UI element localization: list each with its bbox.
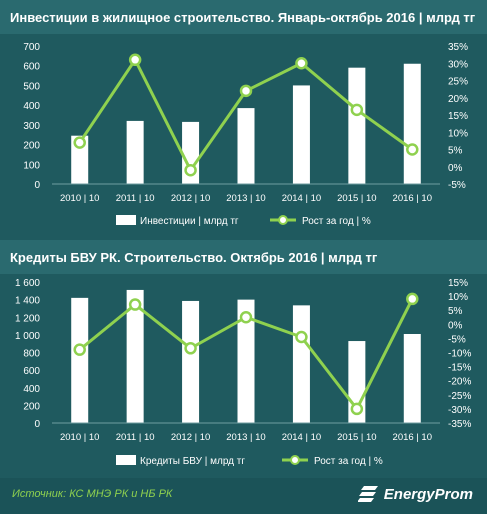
x-tick-label: 2010 | 10 — [60, 193, 99, 204]
y-right-tick-label: 30% — [448, 59, 468, 70]
x-tick-label: 2010 | 10 — [60, 432, 99, 443]
x-tick-label: 2013 | 10 — [226, 193, 265, 204]
y-left-tick-label: 0 — [34, 180, 40, 191]
growth-point — [295, 57, 308, 70]
growth-point — [73, 136, 86, 149]
y-right-tick-label: 10% — [448, 128, 468, 139]
y-left-tick-label: 700 — [23, 42, 40, 53]
legend-line-label: Рост за год | % — [314, 456, 383, 467]
bar — [126, 120, 144, 184]
y-right-tick-label: -15% — [448, 363, 471, 374]
growth-point — [73, 343, 86, 356]
y-right-tick-label: 35% — [448, 42, 468, 53]
legend-bar-swatch — [116, 215, 136, 225]
y-right-tick-label: -5% — [448, 334, 466, 345]
y-left-tick-label: 1 400 — [15, 296, 40, 307]
bar — [348, 67, 366, 184]
credit-chart-title: Кредиты БВУ РК. Строительство. Октябрь 2… — [0, 240, 487, 274]
x-tick-label: 2014 | 10 — [282, 432, 321, 443]
growth-point — [350, 103, 364, 117]
growth-point — [184, 342, 197, 355]
investment-chart: 0 100 200 300 400 500 600 700 -5% 0% 5% 10% 15% 20% 25… — [23, 42, 468, 227]
bar — [292, 85, 310, 184]
growth-point — [128, 298, 142, 311]
y-left-tick-label: 400 — [23, 384, 40, 395]
credit-chart-panel: Кредиты БВУ РК. Строительство. Октябрь 2… — [0, 240, 487, 478]
x-tick-label: 2011 | 10 — [116, 432, 155, 443]
y-left-tick-label: 600 — [23, 62, 40, 73]
y-left-tick-label: 1 200 — [15, 313, 40, 324]
y-right-tick-label: 20% — [448, 94, 468, 105]
y-left-tick-label: 400 — [23, 101, 40, 112]
y-right-tick-label: -30% — [448, 405, 471, 416]
x-tick-label: 2015 | 10 — [337, 432, 376, 443]
bar — [71, 135, 89, 184]
y-left-tick-label: 800 — [23, 349, 40, 360]
y-right-tick-label: 25% — [448, 77, 468, 88]
source-note: Источник: КС МНЭ РК и НБ РК — [12, 488, 173, 500]
x-tick-label: 2011 | 10 — [116, 193, 155, 204]
bar — [237, 299, 255, 423]
y-left-tick-label: 1 000 — [15, 331, 40, 342]
y-left-tick-label: 200 — [23, 141, 40, 152]
investment-chart-title: Инвестиции в жилищное строительство. Янв… — [0, 0, 487, 34]
y-right-tick-label: 5% — [448, 306, 463, 317]
brand-logo: EnergyProm — [357, 484, 473, 504]
growth-point — [295, 330, 308, 344]
legend-bar-label: Кредиты БВУ | млрд тг — [140, 456, 245, 467]
legend-line-marker — [290, 455, 300, 465]
energyprom-logo-icon — [357, 486, 378, 502]
growth-point — [350, 402, 364, 416]
x-tick-label: 2012 | 10 — [171, 193, 210, 204]
legend: Инвестиции | млрд тг Рост за год | % — [116, 215, 371, 227]
bar — [126, 289, 144, 423]
credit-chart: 0 200 400 600 800 1 000 1 200 1 400 1 600 -35% -30… — [15, 278, 471, 467]
growth-point — [128, 53, 142, 67]
y-left-tick-label: 100 — [23, 160, 40, 171]
growth-point — [184, 163, 197, 177]
y-right-tick-label: -5% — [448, 180, 466, 191]
legend: Кредиты БВУ | млрд тг Рост за год | % — [116, 455, 383, 467]
bar — [403, 63, 421, 184]
x-tick-label: 2014 | 10 — [282, 193, 321, 204]
y-right-tick-label: -20% — [448, 377, 471, 388]
y-right-tick-label: 10% — [448, 292, 468, 303]
bar — [403, 333, 421, 423]
bar — [237, 108, 255, 184]
y-left-tick-label: 300 — [23, 121, 40, 132]
growth-point — [406, 292, 419, 306]
x-tick-label: 2016 | 10 — [393, 193, 432, 204]
bar — [71, 297, 89, 423]
y-right-tick-label: -10% — [448, 349, 471, 360]
x-tick-label: 2013 | 10 — [226, 432, 265, 443]
y-left-tick-label: 500 — [23, 81, 40, 92]
y-left-tick-label: 0 — [34, 419, 40, 430]
legend-bar-swatch — [116, 455, 136, 465]
y-right-tick-label: 0% — [448, 163, 463, 174]
y-right-tick-label: 0% — [448, 320, 463, 331]
x-tick-label: 2016 | 10 — [393, 432, 432, 443]
growth-point — [239, 311, 253, 324]
y-right-tick-label: 5% — [448, 146, 463, 157]
investment-chart-panel: Инвестиции в жилищное строительство. Янв… — [0, 0, 487, 239]
y-left-tick-label: 200 — [23, 401, 40, 412]
x-tick-label: 2015 | 10 — [337, 193, 376, 204]
growth-point — [239, 84, 253, 98]
y-right-tick-label: -25% — [448, 391, 471, 402]
growth-point — [406, 143, 419, 156]
y-left-tick-label: 600 — [23, 366, 40, 377]
y-left-tick-label: 1 600 — [15, 278, 40, 289]
brand-name: EnergyProm — [383, 485, 473, 503]
y-right-tick-label: -35% — [448, 419, 471, 430]
bar — [292, 305, 310, 423]
y-right-tick-label: 15% — [448, 111, 468, 122]
legend-line-label: Рост за год | % — [302, 216, 371, 227]
bar — [182, 300, 200, 423]
legend-line-marker — [278, 215, 288, 225]
footer: Источник: КС МНЭ РК и НБ РК EnergyProm — [0, 478, 487, 514]
x-tick-label: 2012 | 10 — [171, 432, 210, 443]
legend-bar-label: Инвестиции | млрд тг — [140, 216, 239, 227]
y-right-tick-label: 15% — [448, 278, 468, 289]
